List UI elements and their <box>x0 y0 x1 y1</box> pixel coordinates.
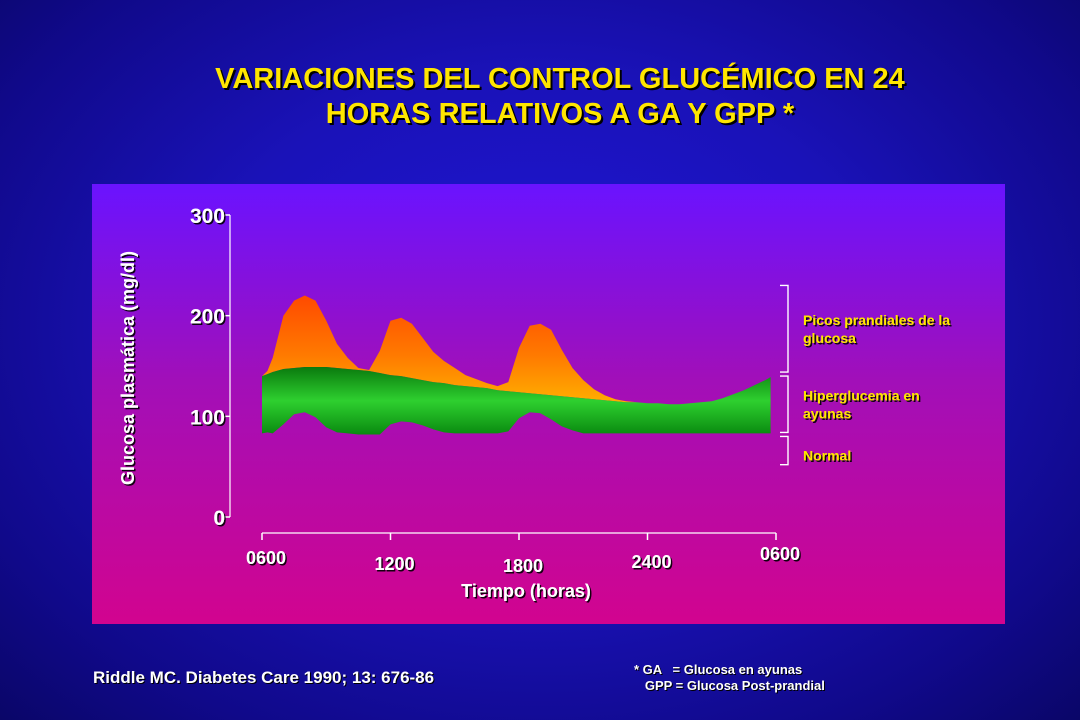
y-tick-label: 100 <box>190 406 225 429</box>
series-area-hiperglucemia-normal <box>262 367 771 435</box>
y-axis-label: Glucosa plasmática (mg/dl) <box>118 251 138 485</box>
citation: Riddle MC. Diabetes Care 1990; 13: 676-8… <box>93 668 435 687</box>
y-tick-label: 200 <box>190 306 225 329</box>
title-line-2: HORAS RELATIVOS A GA Y GPP * <box>325 98 795 130</box>
bracket-1 <box>780 375 789 434</box>
y-tick-label: 0 <box>213 507 225 530</box>
bracket-0 <box>780 284 789 373</box>
x-tick-label: 1800 <box>503 556 543 576</box>
footnote-line-gpp: GPP = Glucosa Post-prandial <box>634 678 825 693</box>
slide-title: VARIACIONES DEL CONTROL GLUCÉMICO EN 24 … <box>90 62 1030 132</box>
title-line-1: VARIACIONES DEL CONTROL GLUCÉMICO EN 24 <box>215 63 905 95</box>
x-tick-label: 2400 <box>631 552 671 572</box>
x-axis-label: Tiempo (horas) <box>461 581 591 601</box>
y-tick-label: 300 <box>190 205 225 228</box>
bracket-label: Picos prandiales de la <box>803 312 950 328</box>
footnote: * GA = Glucosa en ayunas GPP = Glucosa P… <box>634 662 825 694</box>
x-tick-label: 0600 <box>246 548 286 568</box>
x-tick-label: 1200 <box>374 554 414 574</box>
bracket-label: Normal <box>803 447 851 463</box>
bracket-2 <box>780 435 789 466</box>
series-area-picos-prandiales <box>262 295 771 405</box>
bracket-label: ayunas <box>803 405 851 421</box>
footnote-line-ga: * GA = Glucosa en ayunas <box>634 662 803 677</box>
bracket-label: glucosa <box>803 330 856 346</box>
bracket-label: Hiperglucemia en <box>803 387 920 403</box>
x-tick-label: 0600 <box>760 544 800 564</box>
